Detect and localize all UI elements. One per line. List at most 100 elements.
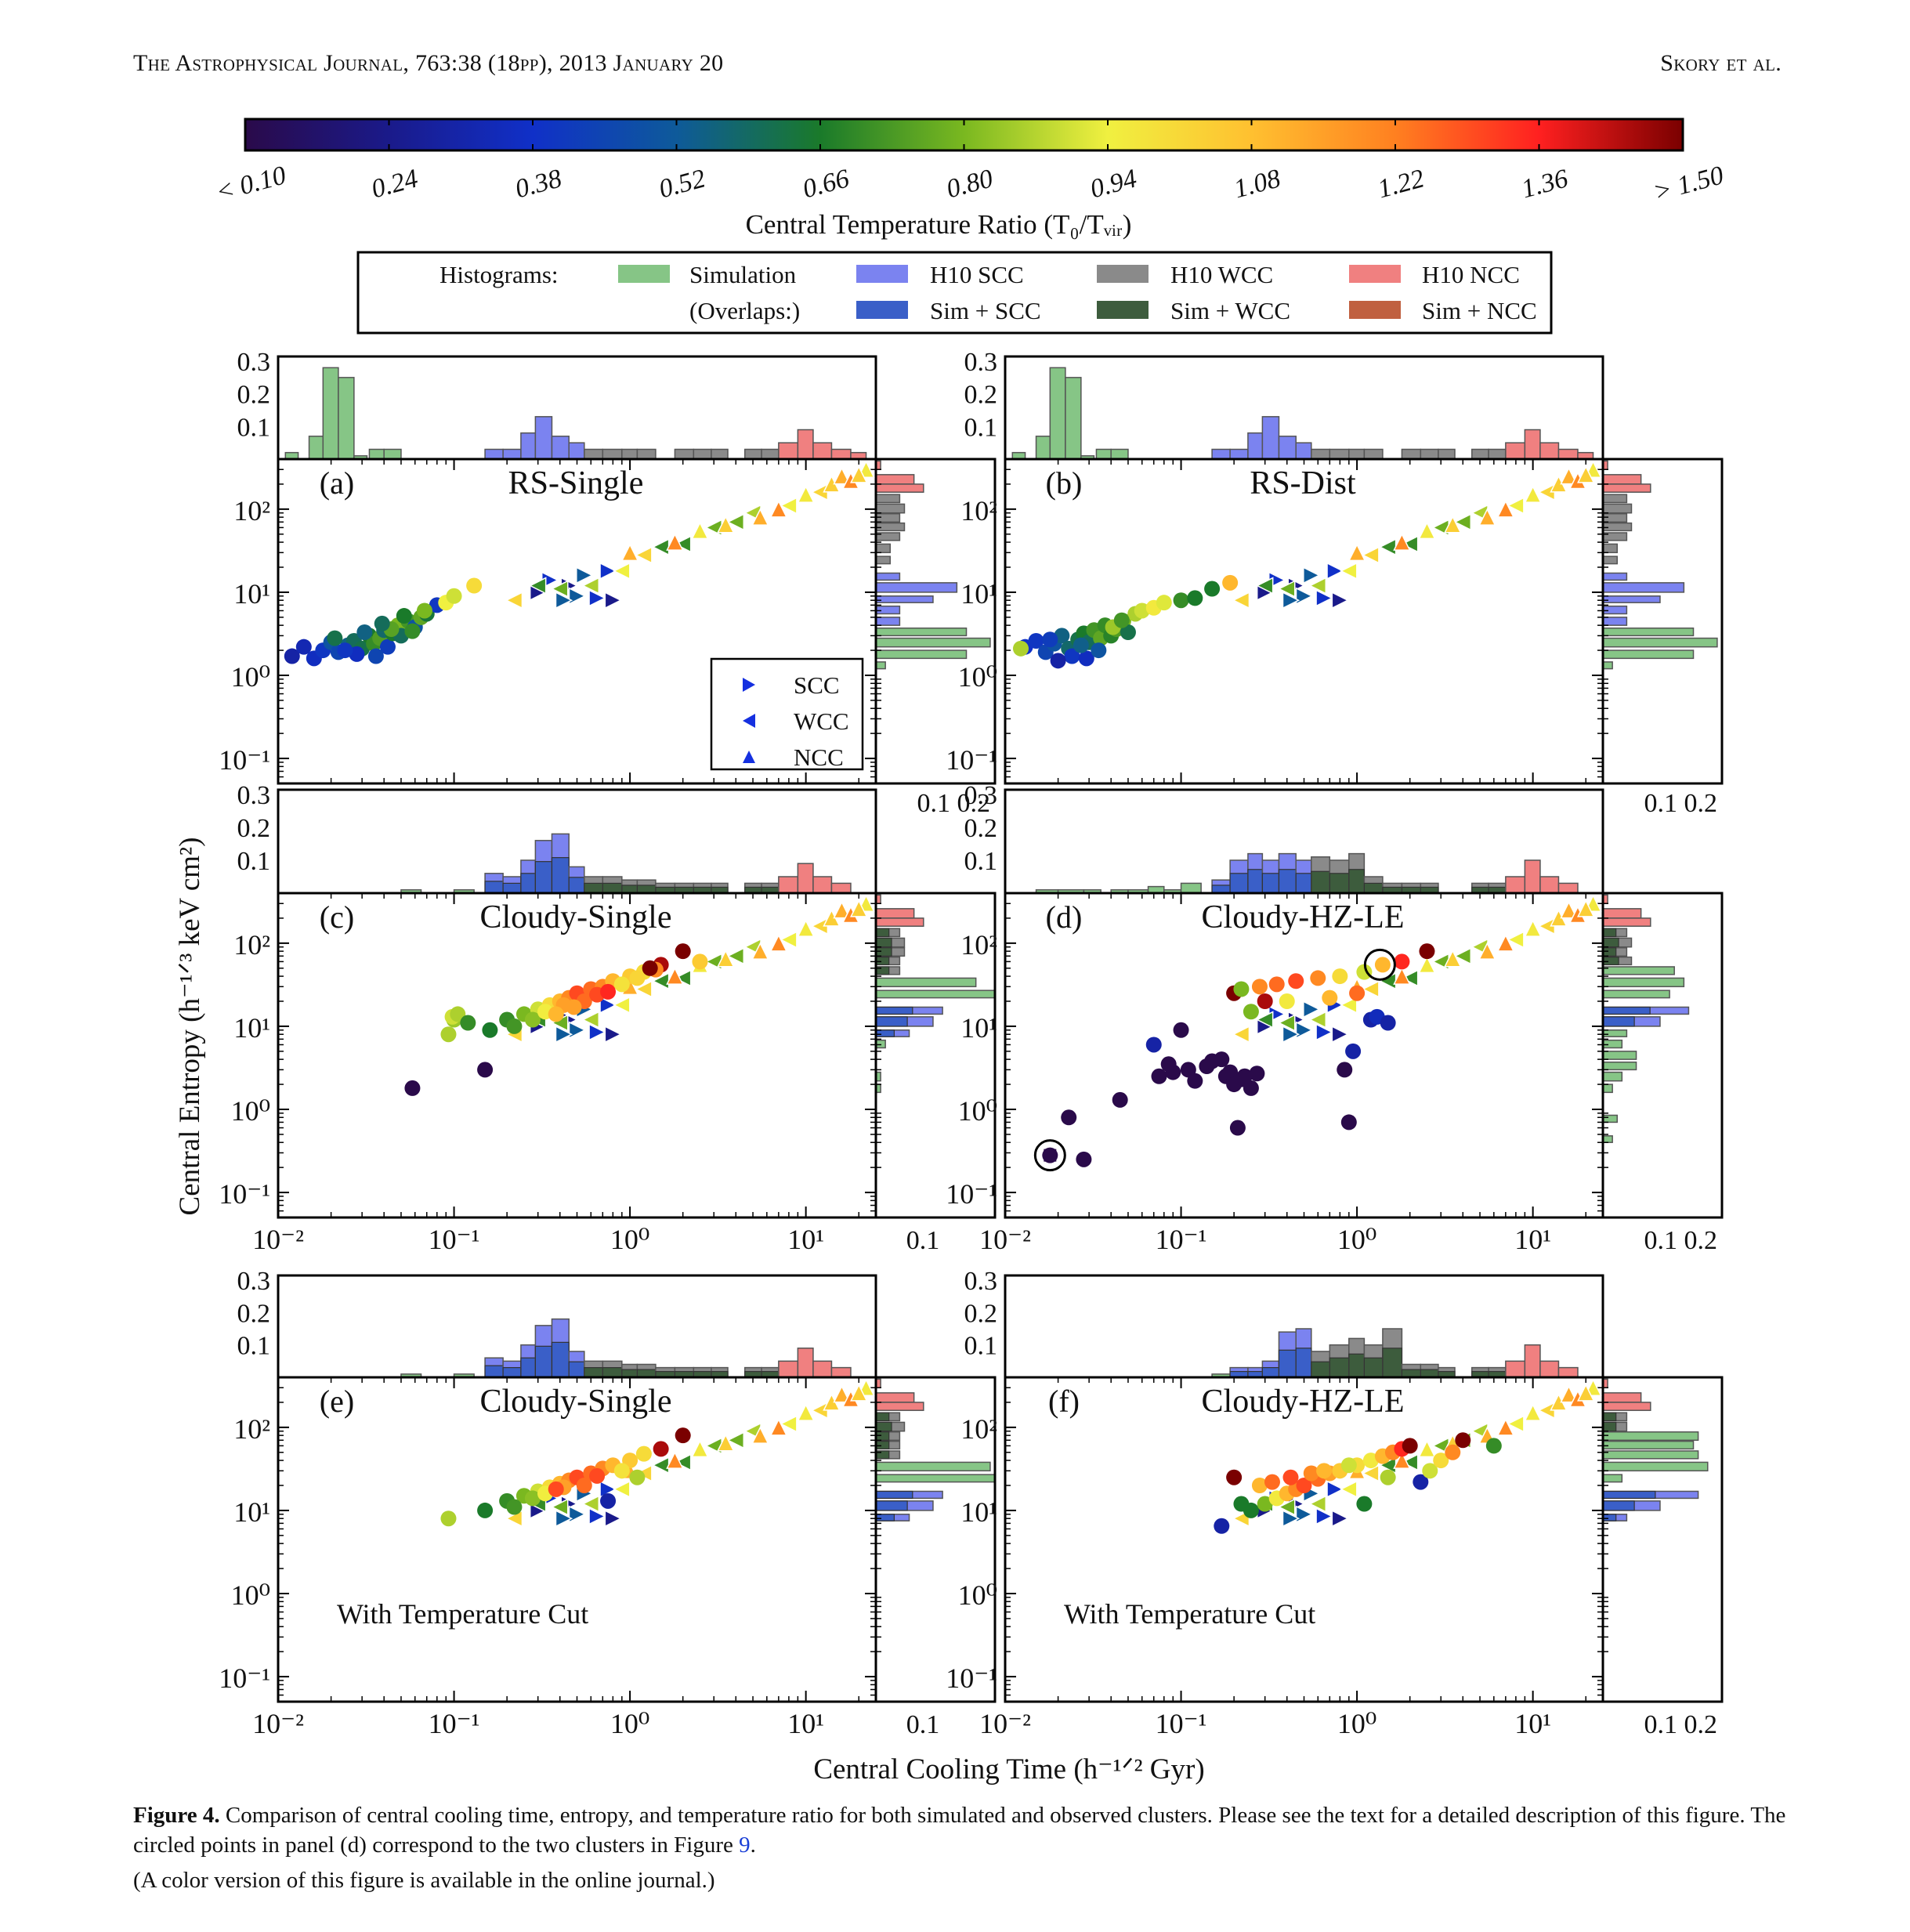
legend-item-label: Sim + WCC	[1170, 297, 1290, 324]
right-hist-bar	[875, 977, 977, 988]
observed-marker-scc	[588, 1507, 606, 1525]
observed-marker-wcc	[674, 1453, 692, 1471]
right-hist-bar	[1602, 1440, 1695, 1450]
top-hist-bar	[1505, 876, 1526, 894]
y-tick-label: 10⁻¹	[946, 1178, 997, 1210]
simulation-point	[416, 602, 432, 619]
simulation-point	[629, 1469, 646, 1485]
colorbar-tick-label: > 1.50	[1651, 161, 1727, 207]
observed-marker-ncc	[1347, 543, 1366, 562]
simulation-point	[600, 1492, 617, 1509]
observed-marker-wcc	[780, 1415, 798, 1433]
top-hist-overlap-bar	[534, 1345, 553, 1378]
right-hist-bar	[875, 1474, 996, 1483]
right-hist-overlap-bar	[875, 937, 892, 948]
right-hist-bar	[875, 627, 968, 637]
figure-ref-link[interactable]: 9	[739, 1833, 751, 1858]
observed-marker-wcc	[1308, 577, 1327, 595]
right-hist-bar	[875, 661, 886, 670]
right-hist-bar	[875, 1402, 924, 1411]
right-hist-bar	[1602, 503, 1633, 514]
observed-marker-scc	[555, 591, 573, 610]
panel-label: (b)	[1046, 465, 1083, 501]
top-hist-bar	[744, 448, 762, 460]
top-hist-bar	[484, 448, 504, 460]
observed-marker-wcc	[726, 1431, 745, 1449]
observed-marker-wcc	[1340, 1480, 1358, 1499]
legend-swatch	[1349, 265, 1401, 283]
observed-marker-ncc	[1577, 899, 1595, 917]
legend-item-label: H10 SCC	[930, 261, 1024, 288]
right-hist-bar	[1602, 1114, 1618, 1123]
simulation-point	[1282, 1469, 1299, 1485]
simulation-point	[1249, 1065, 1265, 1082]
top-hist-bar	[830, 882, 852, 894]
right-hist-bar	[875, 1392, 915, 1403]
right-hist-bar	[1602, 627, 1695, 637]
colorbar-tick-label: 0.52	[656, 164, 708, 204]
y-tick-label: 10⁰	[958, 1579, 997, 1611]
simulation-point	[1279, 993, 1295, 1009]
top-hist-overlap-bar	[520, 1357, 536, 1378]
right-hist-bar	[1602, 1084, 1613, 1094]
right-hist-bar	[1602, 582, 1685, 593]
top-hist-tick-label: 0.1	[237, 847, 271, 876]
right-hist-overlap-bar	[875, 928, 890, 938]
colorbar-tick-label: 0.94	[1087, 164, 1140, 204]
top-hist-bar	[322, 367, 339, 460]
observed-marker-ncc	[1444, 516, 1462, 534]
top-hist-bar	[1311, 448, 1331, 460]
top-hist-bar	[1557, 882, 1579, 894]
simulation-point	[1455, 1432, 1471, 1449]
top-hist-bar	[338, 377, 355, 460]
observed-marker-ncc	[1496, 934, 1515, 952]
simulation-point	[1236, 1068, 1253, 1084]
top-hist-bar	[1247, 432, 1264, 460]
simulation-point	[1251, 1478, 1268, 1493]
right-hist-overlap-bar	[1602, 937, 1619, 948]
simulation-point	[1028, 632, 1044, 649]
observed-marker-ncc	[797, 1403, 815, 1421]
colorbar-tick-label: 1.08	[1231, 164, 1283, 204]
simulation-point	[642, 960, 658, 976]
x-tick-label: 10¹	[787, 1708, 824, 1739]
simulation-point	[613, 976, 630, 993]
right-hist-overlap-bar	[875, 947, 892, 957]
simulation-point	[349, 646, 365, 662]
right-hist-overlap-bar	[1602, 1421, 1617, 1432]
legend-item-label: Simulation	[689, 261, 797, 288]
observed-marker-scc	[1315, 589, 1333, 607]
right-hist-bar	[1602, 977, 1685, 988]
simulation-point	[446, 588, 462, 604]
top-hist-bar	[1278, 436, 1297, 460]
top-hist-overlap-bar	[1247, 869, 1263, 894]
simulation-point	[1310, 970, 1326, 986]
observed-marker-ncc	[1496, 500, 1515, 518]
legend-box	[356, 251, 1553, 335]
right-hist-tick-label: 0.1 0.2	[917, 789, 991, 818]
simulation-point	[692, 953, 708, 970]
simulation-point	[548, 1481, 564, 1497]
top-hist-overlap-bar	[584, 882, 603, 894]
simulation-point	[1187, 590, 1203, 606]
panel-title: RS-Dist	[1250, 465, 1356, 501]
observed-marker-ncc	[1393, 533, 1411, 551]
simulation-point	[1402, 1438, 1418, 1454]
right-hist-bar	[1602, 661, 1613, 670]
observed-marker-scc	[1295, 1505, 1314, 1523]
observed-marker-scc	[1295, 1021, 1314, 1039]
right-hist-bar	[875, 474, 915, 485]
panel-label: (a)	[320, 465, 354, 501]
observed-marker-scc	[1331, 1025, 1350, 1044]
right-hist-bar	[1602, 483, 1651, 493]
top-hist-bar	[1557, 448, 1579, 460]
top-hist-bar	[761, 448, 780, 460]
simulation-point	[524, 1011, 541, 1028]
simulation-point	[1257, 1496, 1273, 1512]
top-hist-overlap-bar	[534, 861, 553, 894]
right-hist-bar	[1602, 1071, 1623, 1082]
simulation-point	[1076, 1151, 1092, 1167]
simulation-point	[524, 1490, 541, 1507]
panel-note: With Temperature Cut	[1064, 1598, 1315, 1630]
top-hist-overlap-bar	[1261, 1366, 1280, 1378]
